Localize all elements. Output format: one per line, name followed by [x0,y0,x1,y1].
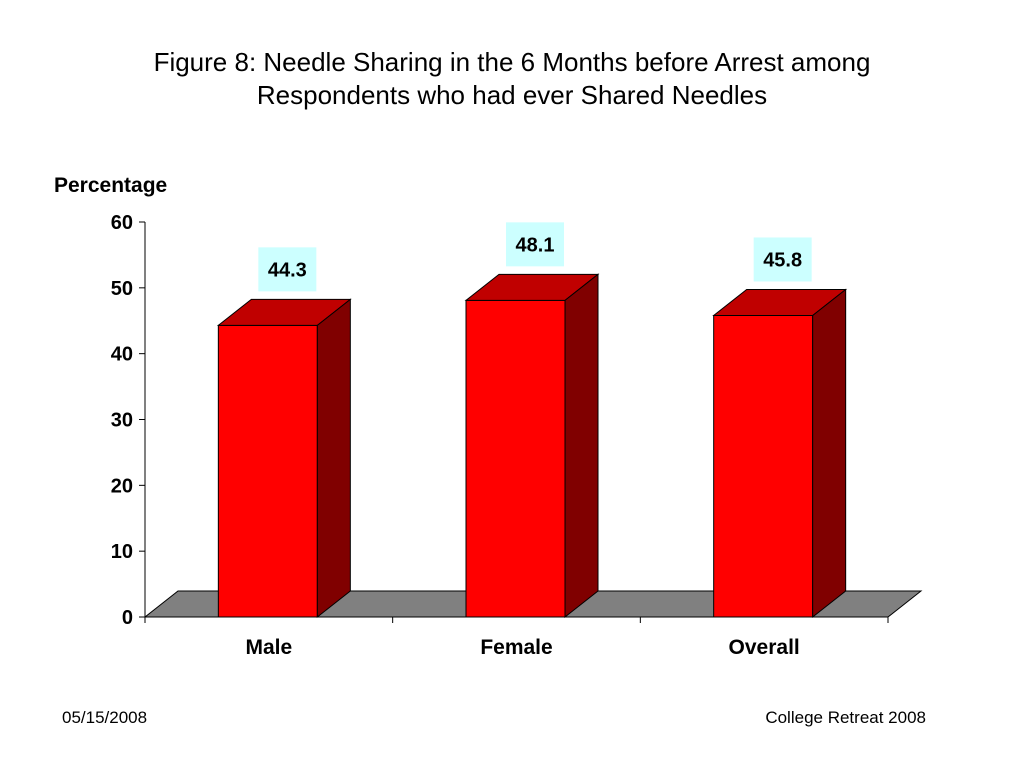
x-category-label: Overall [729,636,800,659]
footer-date: 05/15/2008 [62,708,148,727]
data-label: 44.3 [268,259,307,281]
y-tick-label: 10 [111,541,133,563]
y-tick-label: 50 [111,278,133,300]
chart-title: Figure 8: Needle Sharing in the 6 Months… [0,46,1024,112]
data-label: 48.1 [516,234,555,256]
y-tick-label: 30 [111,410,133,432]
x-category-label: Female [480,636,552,659]
y-tick-label: 40 [111,344,133,366]
data-label-background [258,247,317,292]
y-tick-label: 20 [111,475,133,497]
chart-title-line-1: Figure 8: Needle Sharing in the 6 Months… [153,47,871,77]
chart-title-line-2: Respondents who had ever Shared Needles [256,80,768,110]
bar-front [217,324,318,618]
bar-side [316,298,351,619]
data-label-background [506,222,564,267]
y-tick-label: 0 [122,607,133,629]
y-tick-label: 60 [111,212,133,234]
y-axis-label: Percentage [54,174,167,197]
bar-front [465,299,566,618]
bar-front [713,314,814,618]
bar-side [812,288,847,619]
x-category-label: Male [245,636,292,659]
data-label: 45.8 [763,249,802,271]
bar-chart: 0 10 20 30 40 50 60 Percentage 44.3 Male 48.1 Femal… [54,174,923,659]
footer-event: College Retreat 2008 [765,708,926,727]
data-label-background [753,237,812,282]
bar-side [564,273,599,619]
